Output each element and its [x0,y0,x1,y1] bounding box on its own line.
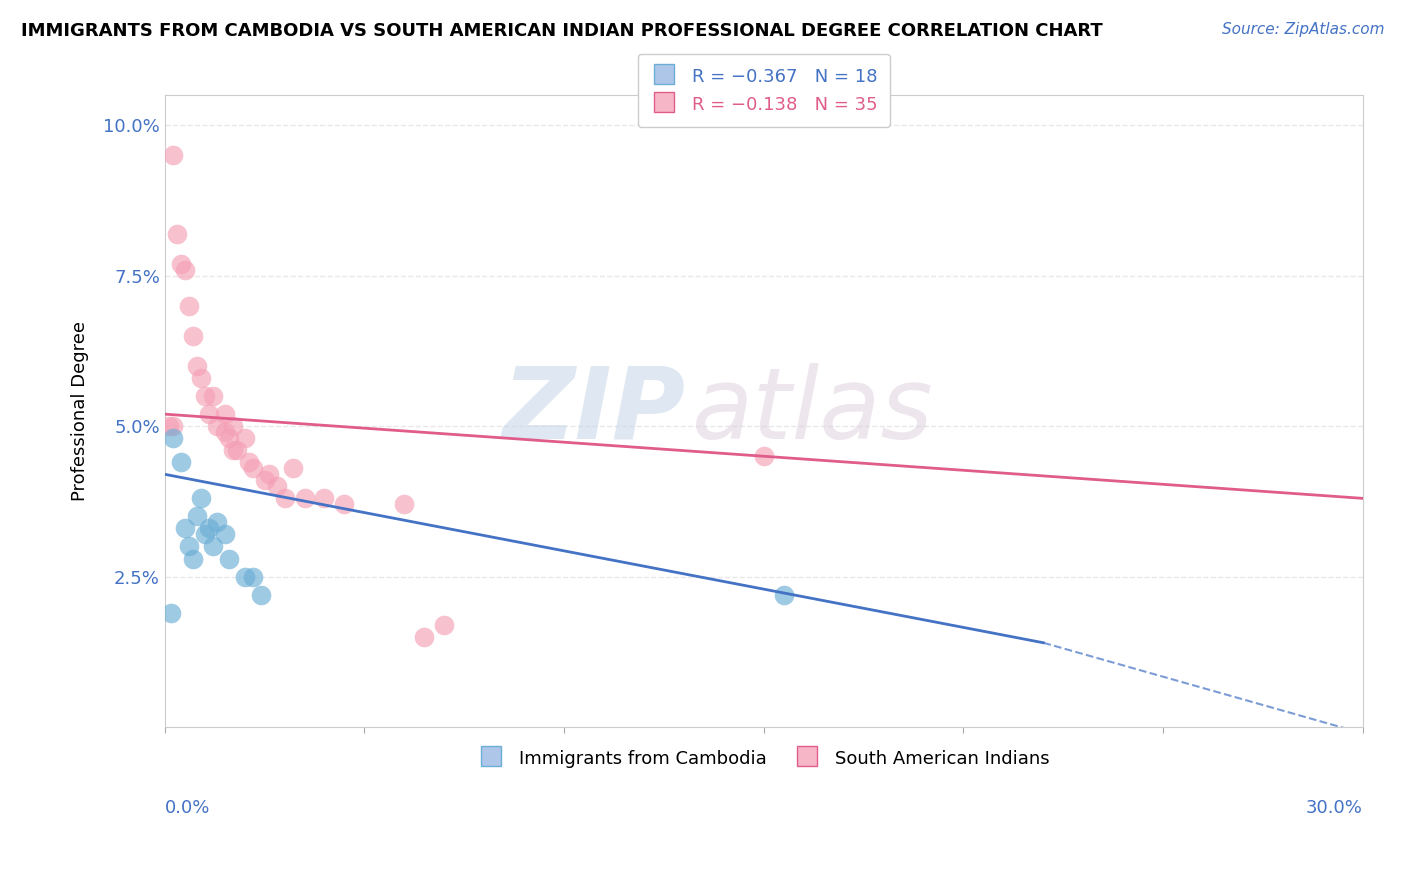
Point [294,491,316,506]
Point [333,497,356,511]
Point [197,407,219,421]
Point [181,329,204,343]
Point [173,262,195,277]
Point [177,299,200,313]
Point [157,419,180,434]
Point [173,521,195,535]
Point [190,491,212,506]
Point [242,569,264,583]
Point [221,419,243,434]
Point [201,540,224,554]
Text: 0.0%: 0.0% [165,799,209,817]
Point [238,455,260,469]
Text: IMMIGRANTS FROM CAMBODIA VS SOUTH AMERICAN INDIAN PROFESSIONAL DEGREE CORRELATIO: IMMIGRANTS FROM CAMBODIA VS SOUTH AMERIC… [21,22,1102,40]
Point [257,467,280,482]
Point [266,479,288,493]
Point [214,527,236,541]
Point [190,371,212,385]
Point [194,527,217,541]
Point [242,461,264,475]
Point [314,491,336,506]
Point [186,359,208,373]
Point [218,551,240,566]
Point [772,588,794,602]
Point [162,431,184,445]
Point [281,461,304,475]
Point [205,516,228,530]
Point [233,569,256,583]
Text: ZIP: ZIP [503,363,686,459]
Point [194,389,217,403]
Point [181,551,204,566]
Point [201,389,224,403]
Text: 30.0%: 30.0% [1306,799,1362,817]
Point [205,419,228,434]
Y-axis label: Professional Degree: Professional Degree [72,321,89,501]
Point [221,443,243,458]
Text: Source: ZipAtlas.com: Source: ZipAtlas.com [1222,22,1385,37]
Point [225,443,247,458]
Point [433,617,456,632]
Point [273,491,295,506]
Legend: Immigrants from Cambodia, South American Indians: Immigrants from Cambodia, South American… [471,741,1057,775]
Text: atlas: atlas [692,363,934,459]
Point [166,227,188,241]
Point [170,257,193,271]
Point [159,606,181,620]
Point [197,521,219,535]
Point [752,449,775,463]
Point [162,148,184,162]
Point [170,455,193,469]
Point [249,588,271,602]
Point [177,540,200,554]
Point [253,473,276,487]
Point [413,630,436,644]
Point [162,419,184,434]
Point [214,407,236,421]
Point [218,431,240,445]
Point [186,509,208,524]
Point [233,431,256,445]
Point [214,425,236,440]
Point [394,497,416,511]
